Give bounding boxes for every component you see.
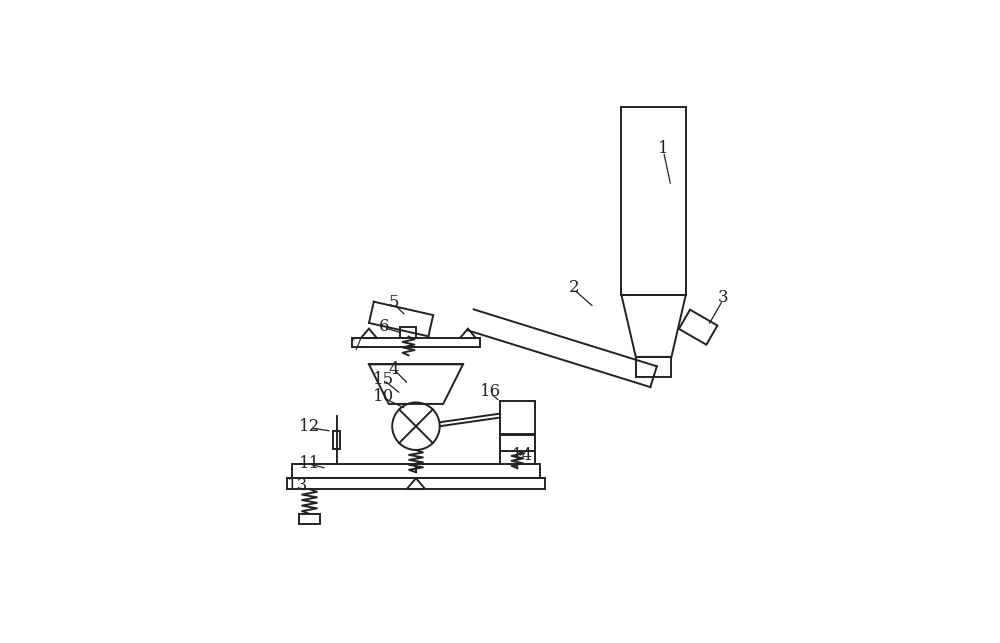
Bar	[287, 478, 545, 489]
Bar	[333, 431, 340, 449]
Bar	[352, 338, 480, 347]
Bar	[636, 357, 671, 377]
Text: 11: 11	[299, 455, 320, 472]
Text: 10: 10	[373, 388, 394, 405]
Text: 16: 16	[480, 383, 501, 400]
Bar	[292, 464, 540, 478]
Text: 5: 5	[388, 294, 399, 311]
Text: 1: 1	[658, 140, 669, 158]
Text: 4: 4	[388, 361, 399, 378]
Text: 6: 6	[379, 318, 389, 335]
Text: 3: 3	[718, 289, 728, 306]
Text: 2: 2	[569, 279, 580, 296]
Bar	[400, 327, 416, 338]
Bar	[299, 514, 320, 524]
Text: 14: 14	[512, 448, 533, 464]
Text: 13: 13	[287, 477, 308, 494]
Bar	[500, 435, 535, 451]
Text: 12: 12	[299, 418, 320, 435]
Bar	[621, 107, 686, 295]
Bar	[500, 401, 535, 433]
Text: 7: 7	[351, 337, 362, 354]
Text: 15: 15	[373, 370, 394, 388]
